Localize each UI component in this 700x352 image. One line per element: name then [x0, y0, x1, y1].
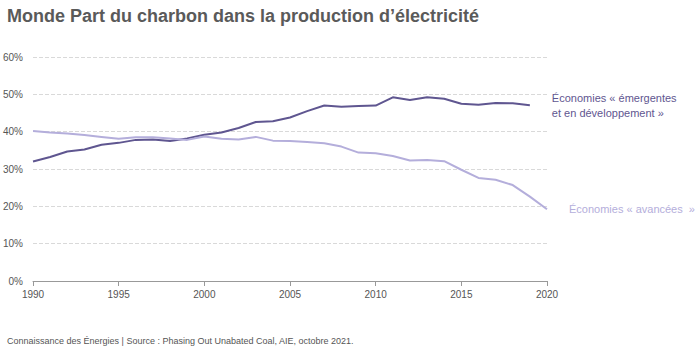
svg-text:0%: 0%: [9, 276, 24, 287]
svg-text:Part du charbon dans la produc: Part du charbon dans la production d’éle…: [70, 6, 479, 26]
svg-text:2005: 2005: [279, 289, 302, 300]
svg-text:et en développement »: et en développement »: [552, 107, 664, 119]
svg-text:2015: 2015: [450, 289, 473, 300]
svg-text:40%: 40%: [3, 126, 23, 137]
svg-text:1995: 1995: [108, 289, 131, 300]
svg-text:Connaissance des Énergies | So: Connaissance des Énergies | Source : Pha…: [7, 336, 354, 346]
svg-text:2010: 2010: [365, 289, 388, 300]
svg-text:2020: 2020: [536, 289, 559, 300]
svg-text:60%: 60%: [3, 52, 23, 63]
svg-text:1990: 1990: [22, 289, 45, 300]
svg-text:50%: 50%: [3, 89, 23, 100]
svg-text:2000: 2000: [193, 289, 216, 300]
svg-text:30%: 30%: [3, 164, 23, 175]
svg-text:Économies « émergentes: Économies « émergentes: [552, 92, 677, 104]
svg-text:10%: 10%: [3, 238, 23, 249]
svg-text:Monde: Monde: [7, 6, 65, 26]
svg-text:20%: 20%: [3, 201, 23, 212]
svg-text:Économies « avancées »: Économies « avancées »: [569, 203, 695, 215]
